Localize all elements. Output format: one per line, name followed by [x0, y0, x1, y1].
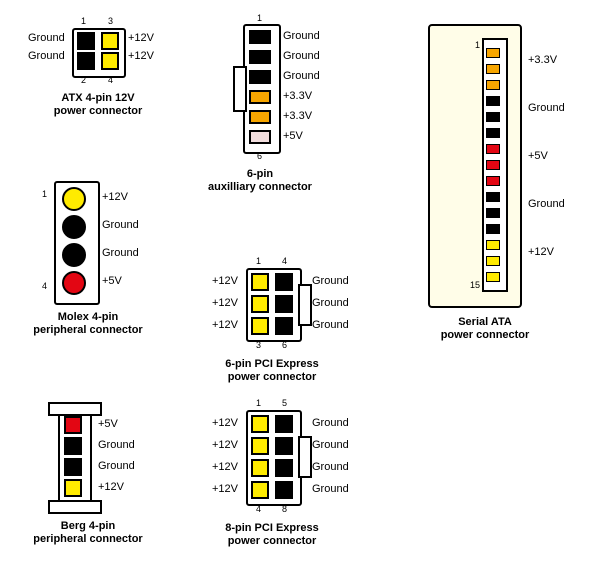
berg-pin-3: [64, 458, 82, 476]
atx-pin-2: [77, 52, 95, 70]
pcie8-llabel-3: +12V: [212, 461, 238, 473]
sata-pin-2-1: [486, 160, 500, 170]
pcie6-llabel-1: +12V: [212, 275, 238, 287]
sata-pin-4-0: [486, 240, 500, 250]
atx-label-l2: Ground: [28, 50, 65, 62]
pcie8-rpin-1: [275, 415, 293, 433]
aux-label-6: +5V: [283, 130, 303, 142]
sata-pin-4-2: [486, 272, 500, 282]
molex-pin-1: [62, 187, 86, 211]
aux-label-3: Ground: [283, 70, 320, 82]
sata-label-5: +12V: [528, 246, 554, 258]
sata-pin-3-2: [486, 224, 500, 234]
sata-pin-0-2: [486, 80, 500, 90]
sata-pin-0-1: [486, 64, 500, 74]
pcie6-rpin-3: [275, 317, 293, 335]
pcie8-rlabel-1: Ground: [312, 417, 349, 429]
sata-pin-3-0: [486, 192, 500, 202]
molex-label-2: Ground: [102, 219, 139, 231]
molex-label-3: Ground: [102, 247, 139, 259]
aux-pin-1: [249, 30, 271, 44]
berg-label-2: Ground: [98, 439, 135, 451]
pcie8-lpin-2: [251, 437, 269, 455]
pcie8-lpin-4: [251, 481, 269, 499]
pcie8-title: 8-pin PCI Expresspower connector: [192, 522, 352, 548]
sata-pin-1-2: [486, 128, 500, 138]
pcie6-rpin-1: [275, 273, 293, 291]
aux-label-2: Ground: [283, 50, 320, 62]
aux-label-5: +3.3V: [283, 110, 312, 122]
sata-title: Serial ATApower connector: [410, 316, 560, 342]
sata-pin-4-1: [486, 256, 500, 266]
atx-label-l1: Ground: [28, 32, 65, 44]
pcie8-llabel-4: +12V: [212, 483, 238, 495]
berg-pin-1: [64, 416, 82, 434]
sata-pin-0-0: [486, 48, 500, 58]
sata-label-1: +3.3V: [528, 54, 557, 66]
pcie6-lpin-2: [251, 295, 269, 313]
pcie8-rlabel-4: Ground: [312, 483, 349, 495]
pcie6-rpin-2: [275, 295, 293, 313]
molex-pin-2: [62, 215, 86, 239]
sata-label-2: Ground: [528, 102, 565, 114]
aux-pin-3: [249, 70, 271, 84]
sata-label-3: +5V: [528, 150, 548, 162]
berg-pin-2: [64, 437, 82, 455]
pcie8-llabel-1: +12V: [212, 417, 238, 429]
pcie8-rlabel-3: Ground: [312, 461, 349, 473]
pcie8-rpin-3: [275, 459, 293, 477]
atx-pin-3: [101, 32, 119, 50]
aux-pin-2: [249, 50, 271, 64]
pcie8-llabel-2: +12V: [212, 439, 238, 451]
molex-label-4: +5V: [102, 275, 122, 287]
aux-label-1: Ground: [283, 30, 320, 42]
molex-pin-3: [62, 243, 86, 267]
atx-title: ATX 4-pin 12Vpower connector: [28, 92, 168, 118]
pcie8-lpin-3: [251, 459, 269, 477]
aux-title: 6-pinauxilliary connector: [195, 168, 325, 194]
pcie6-rlabel-1: Ground: [312, 275, 349, 287]
sata-pin-2-2: [486, 176, 500, 186]
pcie8-rpin-4: [275, 481, 293, 499]
sata-pin-3-1: [486, 208, 500, 218]
molex-pin-4: [62, 271, 86, 295]
atx-label-r2: +12V: [128, 50, 154, 62]
pcie6-lpin-3: [251, 317, 269, 335]
sata-pin-2-0: [486, 144, 500, 154]
molex-label-1: +12V: [102, 191, 128, 203]
aux-pin-6: [249, 130, 271, 144]
berg-pin-4: [64, 479, 82, 497]
berg-title: Berg 4-pinperipheral connector: [18, 520, 158, 546]
pcie6-llabel-3: +12V: [212, 319, 238, 331]
sata-pin-1-1: [486, 112, 500, 122]
pcie8-lpin-1: [251, 415, 269, 433]
atx-pin-1: [77, 32, 95, 50]
berg-label-4: +12V: [98, 481, 124, 493]
pcie6-lpin-1: [251, 273, 269, 291]
pcie8-rlabel-2: Ground: [312, 439, 349, 451]
pcie8-rpin-2: [275, 437, 293, 455]
pcie6-rlabel-2: Ground: [312, 297, 349, 309]
aux-pin-5: [249, 110, 271, 124]
berg-label-3: Ground: [98, 460, 135, 472]
pcie6-llabel-2: +12V: [212, 297, 238, 309]
sata-label-4: Ground: [528, 198, 565, 210]
molex-title: Molex 4-pinperipheral connector: [18, 311, 158, 337]
pcie6-title: 6-pin PCI Expresspower connector: [192, 358, 352, 384]
atx-label-r1: +12V: [128, 32, 154, 44]
berg-label-1: +5V: [98, 418, 118, 430]
atx-pin-4: [101, 52, 119, 70]
sata-pin-1-0: [486, 96, 500, 106]
pcie6-rlabel-3: Ground: [312, 319, 349, 331]
aux-pin-4: [249, 90, 271, 104]
aux-label-4: +3.3V: [283, 90, 312, 102]
